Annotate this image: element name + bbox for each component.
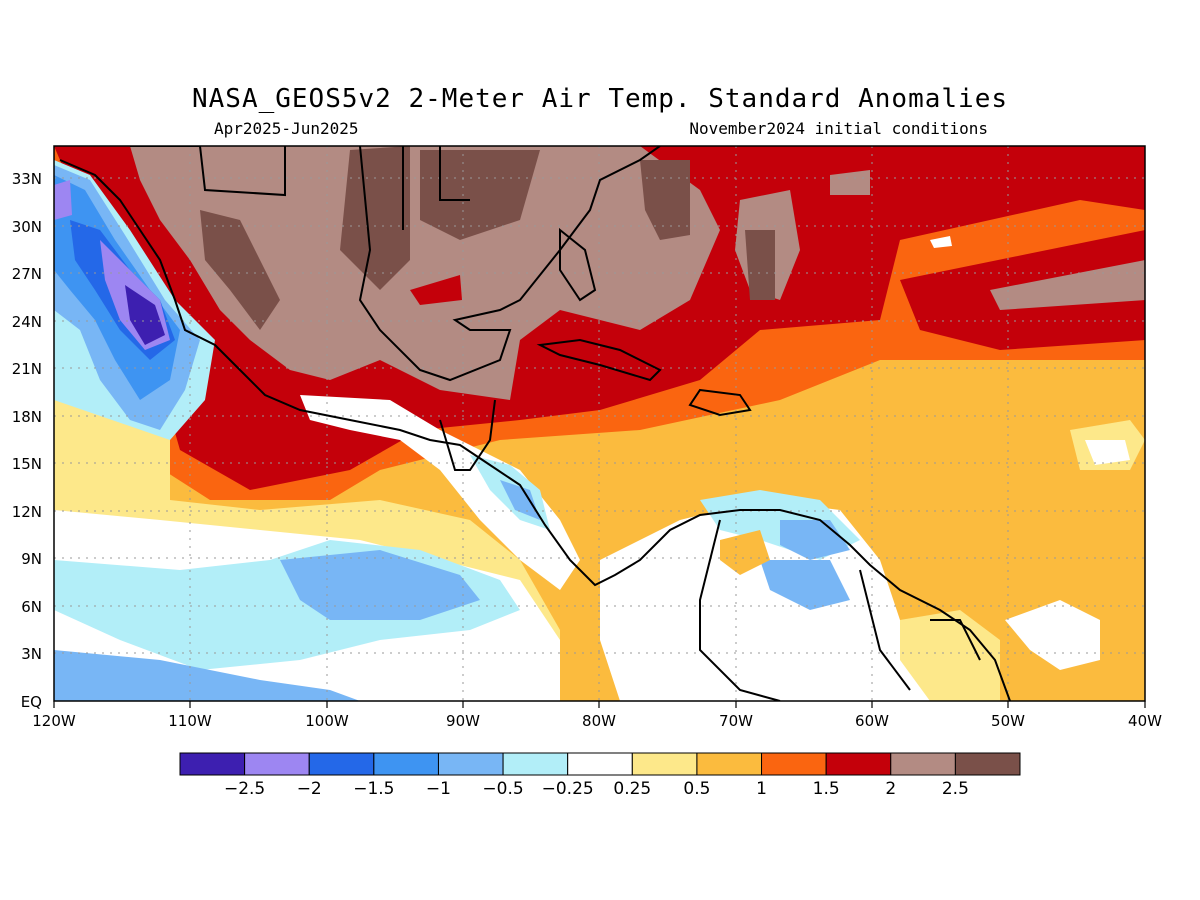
- lat-label: 15N: [12, 455, 42, 473]
- tick-marks: [53, 701, 1146, 708]
- lon-label: 120W: [32, 712, 76, 730]
- lon-label: 90W: [446, 712, 480, 730]
- colorbar-swatch: [825, 752, 892, 776]
- lat-label: 12N: [12, 503, 42, 521]
- graticule: [54, 146, 1145, 701]
- colorbar-label: 0.25: [613, 779, 651, 799]
- colorbar-swatch: [308, 752, 375, 776]
- colorbar-label: 2: [885, 779, 896, 799]
- lat-label: 27N: [12, 265, 42, 283]
- colorbar-swatch: [179, 752, 246, 776]
- colorbar: −2.5 −2 −1.5 −1 −0.5 −0.25 0.25 0.5 1 1.5 2 2.5: [179, 752, 1021, 799]
- colorbar-swatch: [244, 752, 310, 776]
- colorbar-label: −1.5: [353, 779, 394, 799]
- colorbar-label: −0.5: [482, 779, 523, 799]
- map-title: NASA_GEOS5v2 2-Meter Air Temp. Standard …: [191, 84, 1008, 114]
- lon-label: 50W: [991, 712, 1025, 730]
- lon-labels: 120W 110W 100W 90W 80W 70W 60W 50W 40W: [32, 712, 1162, 730]
- colorbar-swatch: [502, 752, 569, 776]
- lat-label: 6N: [21, 598, 42, 616]
- lat-label: EQ: [21, 693, 42, 711]
- lat-label: 18N: [12, 408, 42, 426]
- colorbar-label: −2.5: [224, 779, 265, 799]
- forecast-period: Apr2025-Jun2025: [214, 119, 359, 138]
- colorbar-label: −0.25: [542, 779, 594, 799]
- lat-labels: EQ 3N 6N 9N 12N 15N 18N 21N 24N 27N 30N …: [12, 170, 42, 711]
- colorbar-swatch: [567, 752, 633, 776]
- colorbar-label: 1: [756, 779, 767, 799]
- lat-label: 30N: [12, 218, 42, 236]
- lat-label: 21N: [12, 360, 42, 378]
- colorbar-label: 1.5: [813, 779, 840, 799]
- colorbar-swatch: [373, 752, 439, 776]
- lon-label: 40W: [1128, 712, 1162, 730]
- colorbar-label: −1: [426, 779, 451, 799]
- colorbar-swatch: [631, 752, 698, 776]
- colorbar-swatch: [437, 752, 504, 776]
- colorbar-label: 2.5: [942, 779, 969, 799]
- coastlines: [59, 146, 1011, 701]
- colorbar-swatch: [696, 752, 763, 776]
- anomaly-field: [54, 146, 1145, 701]
- lat-label: 9N: [21, 550, 42, 568]
- colorbar-swatch: [761, 752, 827, 776]
- lon-label: 110W: [168, 712, 212, 730]
- lon-label: 60W: [855, 712, 889, 730]
- lat-label: 33N: [12, 170, 42, 188]
- lon-label: 100W: [305, 712, 349, 730]
- colorbar-swatch: [890, 752, 956, 776]
- initial-conditions: November2024 initial conditions: [689, 119, 988, 138]
- lat-label: 3N: [21, 645, 42, 663]
- lon-label: 80W: [582, 712, 616, 730]
- colorbar-label: −2: [297, 779, 322, 799]
- lat-label: 24N: [12, 313, 42, 331]
- colorbar-swatch: [954, 752, 1021, 776]
- colorbar-label: 0.5: [683, 779, 710, 799]
- lon-label: 70W: [719, 712, 753, 730]
